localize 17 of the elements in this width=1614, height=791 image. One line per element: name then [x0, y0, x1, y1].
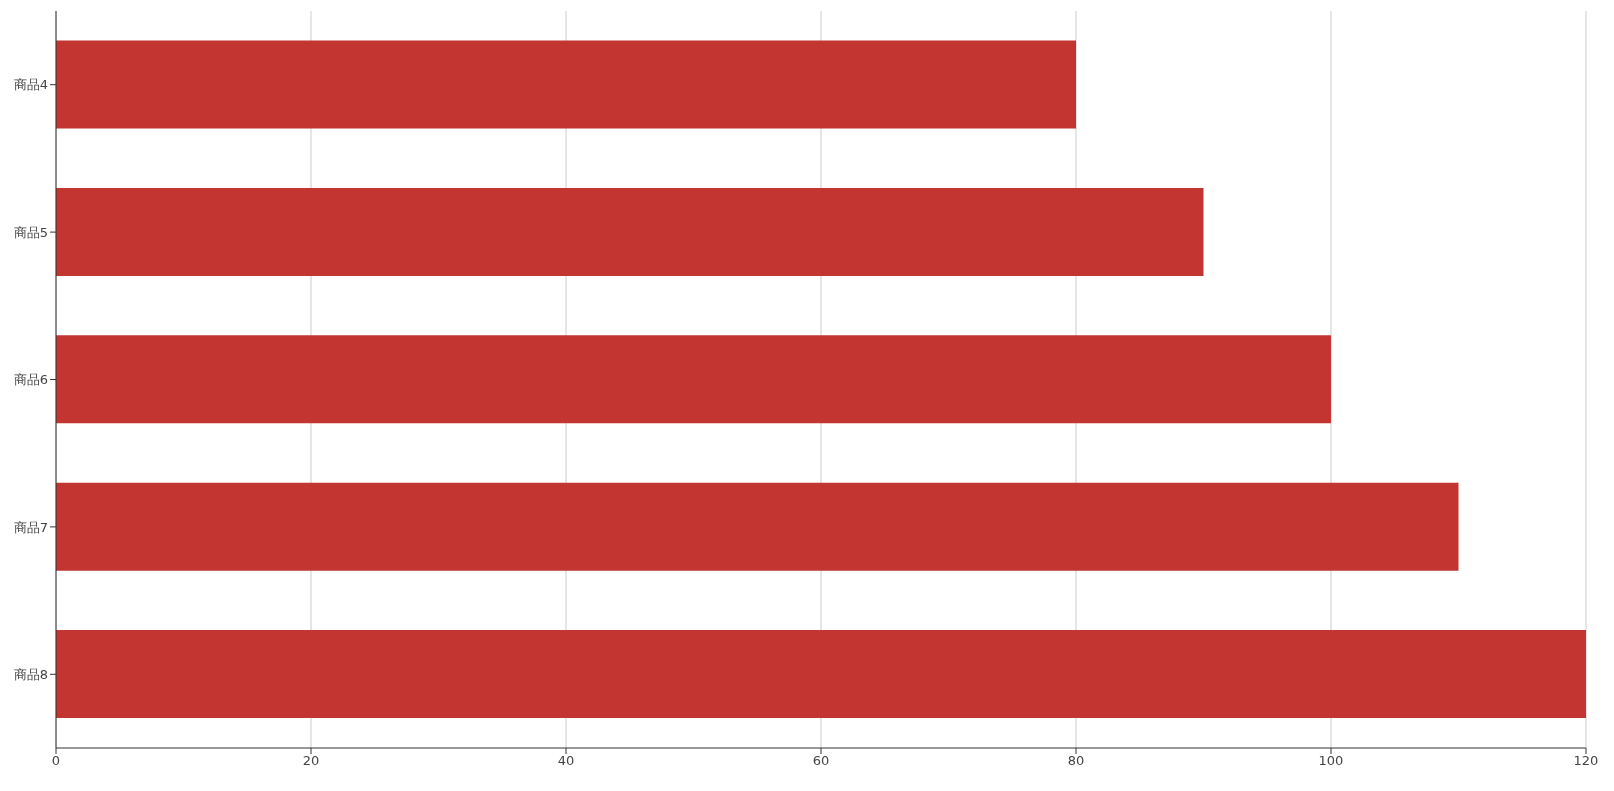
x-tick-label: 100 — [1318, 753, 1344, 769]
y-tick-label: 商品5 — [13, 224, 48, 240]
y-tick-label: 商品7 — [13, 519, 48, 535]
x-tick-label: 40 — [557, 753, 575, 769]
x-tick-label: 120 — [1573, 753, 1599, 769]
x-tick-label: 20 — [302, 753, 320, 769]
x-tick-label: 80 — [1067, 753, 1085, 769]
y-tick-label: 商品8 — [13, 666, 48, 682]
y-tick-label: 商品4 — [13, 77, 48, 93]
x-tick-label: 60 — [812, 753, 830, 769]
bar — [56, 187, 1204, 276]
y-tick-label: 商品6 — [13, 372, 48, 388]
bar — [56, 40, 1076, 129]
bar — [56, 335, 1331, 424]
bar — [56, 482, 1459, 571]
bar — [56, 630, 1586, 719]
x-tick-label: 0 — [51, 753, 61, 769]
